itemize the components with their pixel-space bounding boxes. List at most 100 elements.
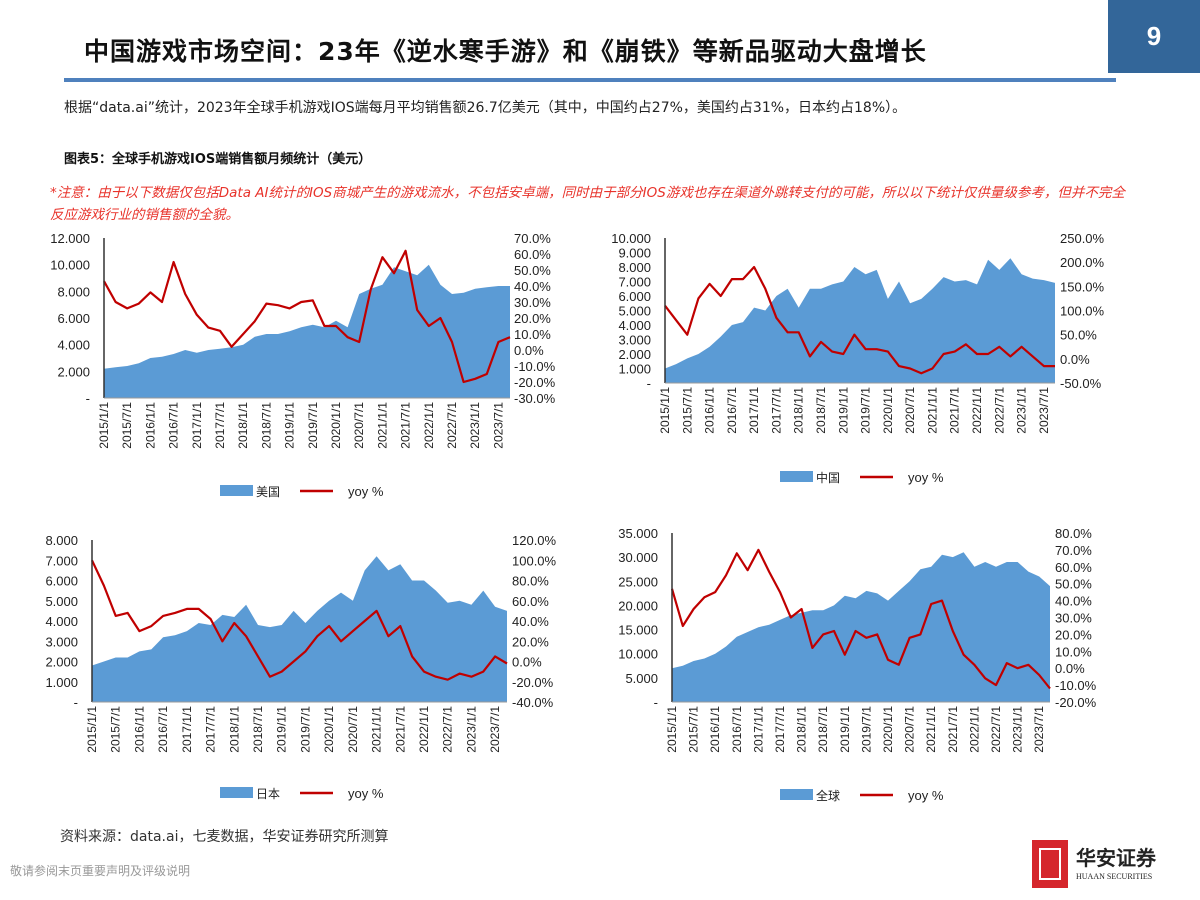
x-tick-label: 2017/7/1 (213, 402, 227, 449)
legend-area-swatch (220, 485, 253, 496)
y-tick-label: 5.000 (618, 304, 651, 319)
yoy-line (91, 559, 508, 681)
x-tick-label: 2016/7/1 (725, 387, 739, 434)
x-tick-label: 2020/1/1 (881, 387, 895, 434)
x-tick-label: 2022/7/1 (992, 387, 1006, 434)
x-tick-label: 2020/1/1 (881, 706, 895, 753)
x-tick-label: 2015/7/1 (120, 402, 134, 449)
x-tick-label: 2021/1/1 (370, 706, 384, 753)
x-tick-label: 2022/7/1 (989, 706, 1003, 753)
x-tick-label: 2023/1/1 (468, 402, 482, 449)
x-tick-label: 2020/7/1 (903, 387, 917, 434)
x-tick-label: 2019/7/1 (298, 706, 312, 753)
x-tick-label: 2016/1/1 (703, 387, 717, 434)
legend-area-label: 美国 (256, 485, 280, 499)
x-tick-label: 2022/7/1 (445, 402, 459, 449)
legend-yoy-label: yoy % (348, 786, 384, 801)
y-tick-label: 15.000 (618, 623, 658, 638)
y2-tick-label: 80.0% (1055, 526, 1092, 541)
x-tick-label: 2020/7/1 (352, 402, 366, 449)
x-tick-label: 2018/7/1 (816, 706, 830, 753)
y-tick-label: 20.000 (618, 598, 658, 613)
y-tick-label: 1.000 (618, 362, 651, 377)
x-tick-label: 2023/1/1 (1011, 706, 1025, 753)
y-tick-label: - (654, 695, 658, 710)
y-tick-label: 4.000 (57, 338, 90, 353)
y2-tick-label: 30.0% (514, 295, 551, 310)
sales-area (104, 264, 510, 398)
y2-tick-label: 20.0% (1055, 627, 1092, 642)
x-tick-label: 2015/7/1 (680, 387, 694, 434)
y-tick-label: 25.000 (618, 574, 658, 589)
y2-tick-label: 0.0% (512, 655, 542, 670)
x-tick-label: 2019/7/1 (859, 387, 873, 434)
x-tick-label: 2019/1/1 (838, 706, 852, 753)
x-tick-label: 2021/1/1 (925, 387, 939, 434)
x-tick-label: 2016/1/1 (708, 706, 722, 753)
sales-area (665, 258, 1055, 383)
x-tick-label: 2015/1/1 (97, 402, 111, 449)
x-tick-label: 2022/1/1 (422, 402, 436, 449)
legend-yoy-label: yoy % (908, 788, 944, 803)
legend-area-label: 全球 (816, 788, 840, 803)
y-tick-label: 10.000 (611, 231, 651, 246)
x-tick-label: 2021/7/1 (948, 387, 962, 434)
logo-text-en: HUAAN SECURITIES (1076, 872, 1153, 881)
y2-tick-label: 10.0% (1055, 644, 1092, 659)
y2-tick-label: 50.0% (1055, 577, 1092, 592)
x-tick-label: 2021/7/1 (393, 706, 407, 753)
y2-tick-label: 250.0% (1060, 231, 1105, 246)
y2-tick-label: -50.0% (1060, 376, 1102, 391)
x-tick-label: 2020/7/1 (346, 706, 360, 753)
x-tick-label: 2018/7/1 (251, 706, 265, 753)
chart-3: - 5.000 10.000 15.000 20.000 25.000 30.000 35.0… (618, 526, 1096, 803)
x-tick-label: 2019/7/1 (859, 706, 873, 753)
y2-tick-label: 50.0% (514, 263, 551, 278)
y-tick-label: 35.000 (618, 526, 658, 541)
x-tick-label: 2020/7/1 (903, 706, 917, 753)
x-tick-label: 2018/1/1 (236, 402, 250, 449)
x-tick-label: 2016/1/1 (143, 402, 157, 449)
x-tick-label: 2022/1/1 (967, 706, 981, 753)
x-tick-label: 2018/1/1 (795, 706, 809, 753)
x-tick-label: 2016/7/1 (730, 706, 744, 753)
y2-tick-label: 100.0% (512, 553, 557, 568)
intro-paragraph: 根据“data.ai”统计，2023年全球手机游戏IOS端每月平均销售额26.7… (64, 100, 907, 116)
y-tick-label: 2.000 (45, 655, 78, 670)
y-tick-label: - (86, 391, 90, 406)
y2-tick-label: 40.0% (1055, 594, 1092, 609)
y2-tick-label: 60.0% (514, 247, 551, 262)
y-tick-label: - (74, 695, 78, 710)
x-tick-label: 2015/7/1 (109, 706, 123, 753)
yoy-line (670, 548, 1051, 690)
x-tick-label: 2015/1/1 (665, 706, 679, 753)
x-tick-label: 2023/7/1 (1032, 706, 1046, 753)
x-tick-label: 2022/1/1 (970, 387, 984, 434)
y-tick-label: 5.000 (625, 671, 658, 686)
y-tick-label: 6.000 (45, 574, 78, 589)
y-tick-label: 12.000 (50, 231, 90, 246)
y-tick-label: 3.000 (45, 634, 78, 649)
figure-title: 图表5：全球手机游戏IOS端销售额月频统计（美元） (64, 152, 372, 167)
x-tick-label: 2021/1/1 (924, 706, 938, 753)
x-tick-label: 2015/7/1 (687, 706, 701, 753)
y2-tick-label: 0.0% (1060, 352, 1090, 367)
x-tick-label: 2023/7/1 (488, 706, 502, 753)
x-tick-label: 2018/7/1 (259, 402, 273, 449)
x-tick-label: 2016/7/1 (167, 402, 181, 449)
x-tick-label: 2023/1/1 (464, 706, 478, 753)
chart-2: - 1.000 2.000 3.000 4.000 5.000 6.000 7.000 8.00… (45, 533, 556, 801)
x-tick-label: 2017/1/1 (180, 706, 194, 753)
y2-tick-label: 20.0% (514, 311, 551, 326)
legend-area-label: 日本 (256, 787, 280, 801)
y2-tick-label: 200.0% (1060, 255, 1105, 270)
x-tick-label: 2018/7/1 (814, 387, 828, 434)
x-tick-label: 2020/1/1 (322, 706, 336, 753)
x-tick-label: 2023/7/1 (1037, 387, 1051, 434)
y2-tick-label: 150.0% (1060, 279, 1105, 294)
y2-tick-label: -10.0% (1055, 678, 1097, 693)
y-tick-label: 6.000 (57, 311, 90, 326)
company-logo: 华安证券 HUAAN SECURITIES (1032, 840, 1172, 890)
